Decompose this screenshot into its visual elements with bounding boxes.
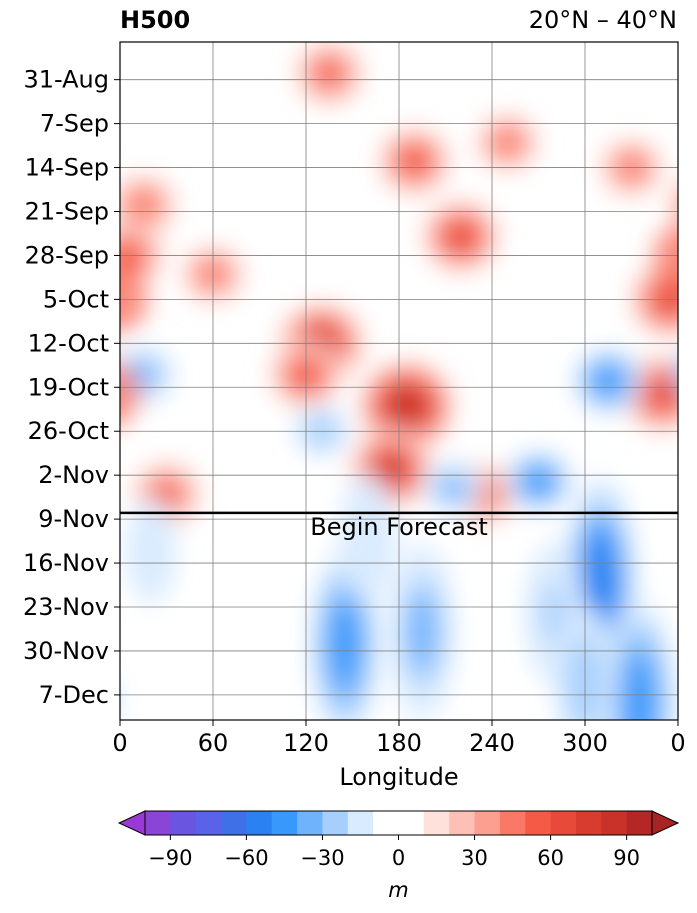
anomaly-contour [398, 146, 431, 177]
anomaly-contour [444, 220, 478, 253]
anomaly-contour [541, 582, 567, 644]
y-tick-label: 19-Oct [28, 373, 109, 401]
y-tick-label: 12-Oct [28, 329, 109, 357]
colorbar-swatch [221, 811, 247, 835]
y-tick-label: 16-Nov [23, 549, 109, 577]
chart-title: H500 [120, 6, 191, 34]
colorbar-swatch [271, 811, 298, 835]
colorbar-tick-label: −60 [224, 846, 268, 870]
x-axis-label: Longitude [339, 763, 458, 791]
anomaly-contour [120, 363, 140, 424]
colorbar-swatch [145, 811, 171, 835]
y-tick-label: 14-Sep [25, 154, 109, 182]
x-tick-label: 60 [198, 729, 229, 757]
anomaly-contour [524, 468, 553, 495]
colorbar-swatch [449, 811, 476, 835]
anomaly-contour [314, 59, 345, 88]
x-tick-label: 0 [112, 729, 127, 757]
colorbar-tick-label: −30 [300, 846, 344, 870]
y-tick-label: 23-Nov [23, 593, 109, 621]
colorbar-unit-label: m [388, 878, 408, 902]
y-tick-label: 7-Sep [40, 110, 109, 138]
colorbar-tick-label: 60 [537, 846, 564, 870]
x-tick-label: 300 [562, 729, 608, 757]
colorbar-swatch [347, 811, 374, 835]
colorbar-swatch [474, 811, 501, 835]
colorbar-swatch [601, 811, 628, 835]
colorbar-swatch [550, 811, 577, 835]
x-tick-label: 0 [670, 729, 685, 757]
x-tick-label: 120 [283, 729, 329, 757]
forecast-label: Begin Forecast [310, 513, 488, 541]
colorbar-tick-label: 30 [461, 846, 488, 870]
anomaly-contour [128, 191, 158, 219]
anomaly-contour [373, 451, 410, 487]
anomaly-contour [623, 658, 655, 720]
colorbar-swatch [525, 811, 552, 835]
colorbar-swatch [322, 811, 349, 835]
colorbar-swatch [499, 811, 526, 835]
colorbar-swatch [195, 811, 222, 835]
anomaly-blobs [120, 42, 697, 720]
anomaly-field [120, 42, 697, 720]
anomaly-contour [690, 534, 697, 568]
colorbar-tick-label: 90 [613, 846, 640, 870]
colorbar-swatch [423, 811, 450, 835]
y-tick-label: 5-Oct [43, 285, 109, 313]
x-axis: 0 60 120 180 240 300 0 [112, 720, 686, 757]
anomaly-contour [673, 360, 678, 390]
colorbar-swatch [373, 811, 425, 835]
y-tick-label: 26-Oct [28, 417, 109, 445]
colorbar-swatch [297, 811, 323, 835]
x-tick-label: 240 [469, 729, 515, 757]
x-tick-label: 180 [376, 729, 422, 757]
y-axis: 31-Aug 7-Sep 14-Sep 21-Sep 28-Sep 5-Oct 12-Oct… [23, 66, 120, 709]
anomaly-contour [593, 366, 624, 396]
anomaly-contour [494, 129, 521, 156]
anomaly-contour [645, 377, 678, 411]
anomaly-contour [386, 387, 427, 426]
colorbar: −90 −60 −30 0 30 60 90 m [117, 810, 680, 902]
anomaly-contour [584, 536, 617, 628]
colorbar-swatch [575, 811, 602, 835]
colorbar-under-arrow [117, 810, 146, 836]
colorbar-over-arrow [651, 810, 680, 836]
anomaly-contour [355, 510, 381, 566]
colorbar-swatch [246, 811, 273, 835]
y-tick-label: 7-Dec [39, 681, 109, 709]
forecast-marker: Begin Forecast [120, 511, 678, 541]
y-tick-label: 9-Nov [38, 505, 109, 533]
chart-region: 20°N – 40°N [528, 6, 677, 34]
anomaly-contour [139, 527, 163, 574]
colorbar-swatch [626, 811, 653, 835]
anomaly-contour [407, 594, 437, 670]
y-tick-label: 21-Sep [25, 198, 109, 226]
anomaly-contour [329, 604, 360, 685]
y-tick-label: 28-Sep [25, 241, 109, 269]
colorbar-swatch [170, 811, 197, 835]
anomaly-contour [671, 188, 678, 223]
colorbar-tick-label: 0 [392, 846, 405, 870]
colorbar-tick-label: −90 [148, 846, 192, 870]
anomaly-contour [440, 475, 466, 500]
grid [120, 42, 678, 720]
y-tick-label: 2-Nov [38, 461, 109, 489]
y-tick-label: 31-Aug [23, 66, 109, 94]
y-tick-label: 30-Nov [23, 637, 109, 665]
